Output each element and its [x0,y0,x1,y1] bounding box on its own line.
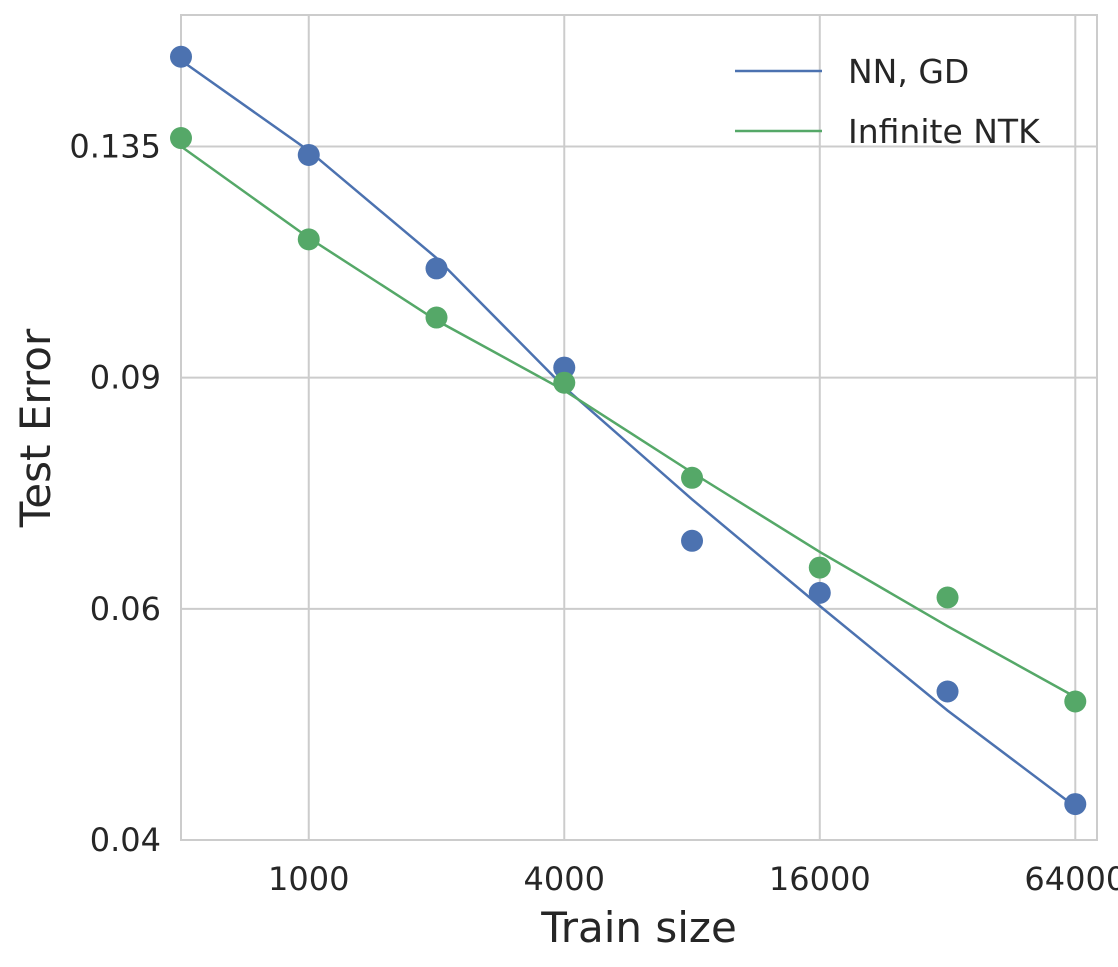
nn-gd-point [553,356,576,379]
nn-gd-point [425,257,448,280]
x-axis-title: Train size [540,903,737,952]
y-tick-label: 0.135 [69,127,161,165]
nn-gd-point [808,581,831,604]
fit-lines [180,59,1077,808]
data-points [170,45,1087,816]
infinite-ntk-point [170,127,192,150]
nn-gd-point [681,529,704,552]
y-tick-label: 0.09 [90,359,161,397]
nn-gd-point [297,143,320,166]
tick-labels: 1000 4000 16000 64000 0.04 0.06 0.09 0.135 [69,127,1118,898]
legend: NN, GD Infinite NTK [735,52,1041,151]
infinite-ntk-point [808,556,831,579]
y-tick-label: 0.06 [90,590,161,628]
infinite-ntk-point [297,228,320,251]
x-tick-label: 4000 [524,860,605,898]
y-axis-title: Test Error [11,328,60,528]
nn-gd-point [1064,793,1087,816]
nn-gd-fit-line [180,59,1077,808]
infinite-ntk-point [681,466,704,489]
x-tick-label: 16000 [769,860,871,898]
infinite-ntk-point [1064,690,1087,713]
nn-gd-point [170,45,192,68]
x-tick-label: 64000 [1024,860,1118,898]
infinite-ntk-fit-line [180,145,1076,699]
x-tick-label: 1000 [268,860,349,898]
plot-background [181,15,1097,840]
infinite-ntk-point [425,306,448,329]
plot-frame [180,14,1098,841]
legend-label-nn-gd: NN, GD [848,52,969,91]
y-tick-label: 0.04 [90,821,161,859]
nn-gd-point [936,680,959,703]
infinite-ntk-point [553,371,576,394]
infinite-ntk-point [936,586,959,609]
legend-label-infinite-ntk: Infinite NTK [848,112,1041,151]
